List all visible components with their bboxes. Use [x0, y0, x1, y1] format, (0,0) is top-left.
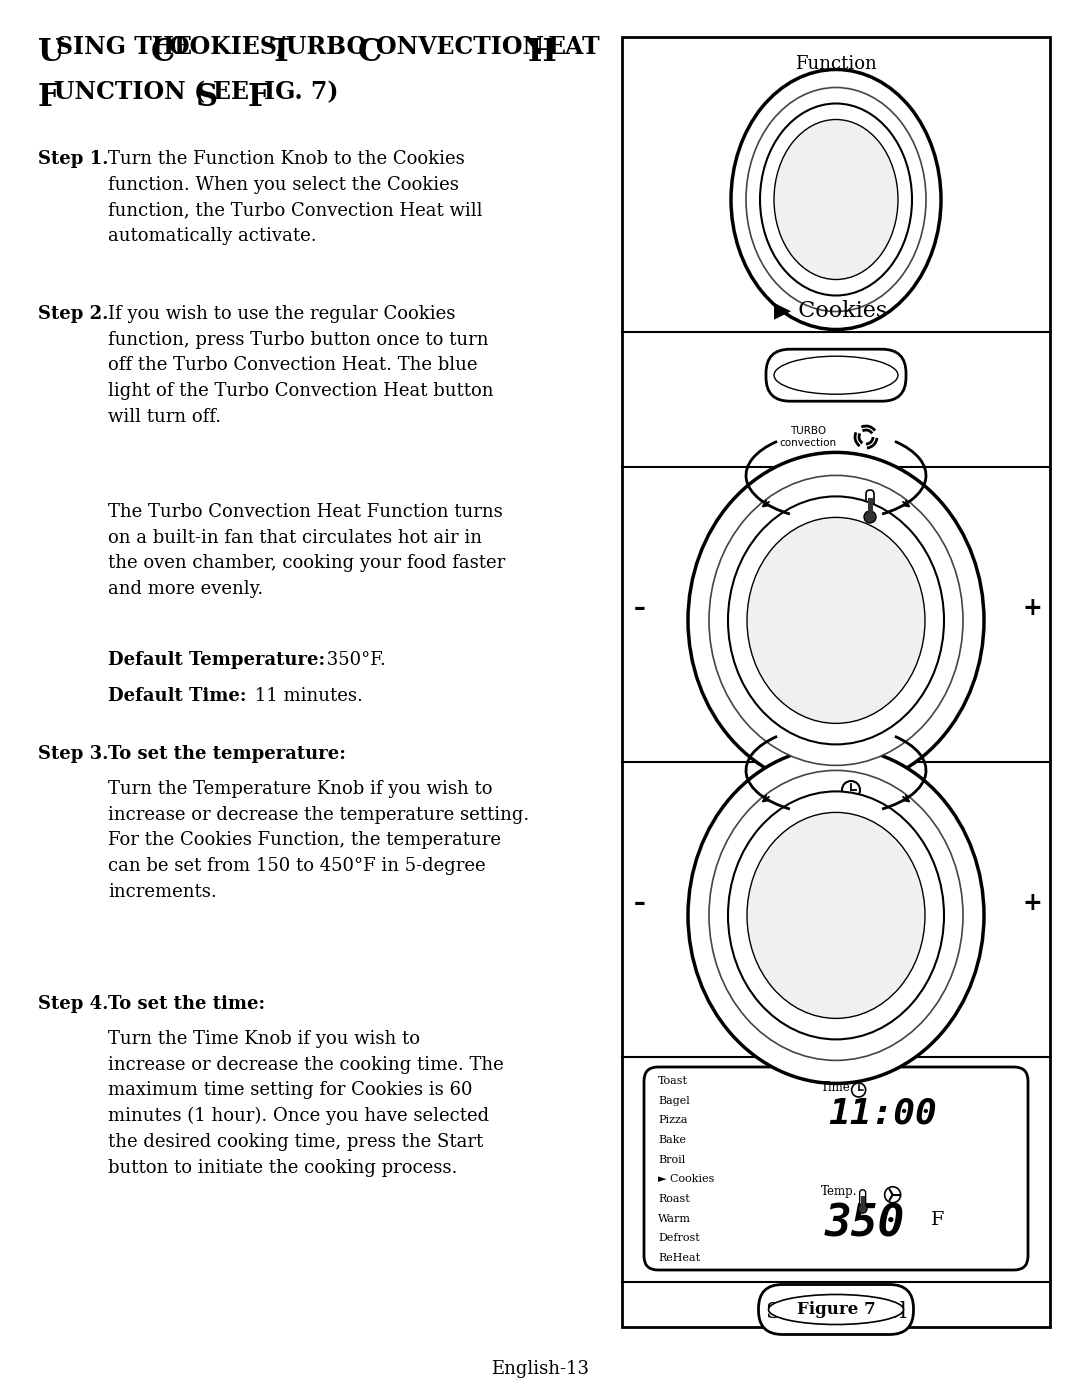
- Ellipse shape: [688, 747, 984, 1084]
- Text: C: C: [151, 36, 175, 68]
- Text: TURBO
convection: TURBO convection: [780, 426, 837, 448]
- Text: IG. 7): IG. 7): [264, 80, 338, 103]
- Text: Turn the Temperature Knob if you wish to
increase or decrease the temperature se: Turn the Temperature Knob if you wish to…: [108, 780, 529, 901]
- Text: F: F: [248, 82, 270, 113]
- Text: UNCTION (: UNCTION (: [54, 80, 205, 103]
- Text: Step 1.: Step 1.: [38, 149, 108, 168]
- Circle shape: [885, 1186, 901, 1203]
- Text: Default Time:: Default Time:: [108, 687, 246, 705]
- Text: ► Cookies: ► Cookies: [658, 1175, 714, 1185]
- Text: Toast: Toast: [658, 1076, 688, 1085]
- Ellipse shape: [769, 1295, 904, 1324]
- Text: 350°F.: 350°F.: [321, 651, 386, 669]
- Circle shape: [852, 1083, 866, 1097]
- FancyBboxPatch shape: [860, 1190, 866, 1206]
- Circle shape: [842, 781, 860, 799]
- Text: +: +: [1022, 891, 1042, 915]
- Circle shape: [859, 1204, 867, 1213]
- Text: Function: Function: [795, 54, 877, 73]
- Text: 350: 350: [825, 1203, 905, 1246]
- Text: Temp.: Temp.: [802, 485, 850, 499]
- Text: Warm: Warm: [658, 1214, 691, 1224]
- Ellipse shape: [708, 475, 963, 766]
- Text: Turn the Time Knob if you wish to
increase or decrease the cooking time. The
max: Turn the Time Knob if you wish to increa…: [108, 1030, 503, 1176]
- Text: English-13: English-13: [491, 1361, 589, 1377]
- Ellipse shape: [774, 120, 897, 279]
- Text: Broil: Broil: [658, 1155, 685, 1165]
- Text: Roast: Roast: [658, 1194, 690, 1204]
- FancyBboxPatch shape: [758, 1284, 914, 1334]
- Text: Temp.: Temp.: [821, 1185, 858, 1197]
- Text: T: T: [270, 36, 293, 68]
- Text: Step 4.: Step 4.: [38, 995, 108, 1013]
- Ellipse shape: [728, 496, 944, 745]
- Circle shape: [864, 511, 876, 522]
- Text: Turn the Function Knob to the Cookies
function. When you select the Cookies
func: Turn the Function Knob to the Cookies fu…: [108, 149, 483, 244]
- Text: Time: Time: [794, 780, 828, 793]
- Text: To set the time:: To set the time:: [108, 995, 265, 1013]
- FancyBboxPatch shape: [766, 349, 906, 401]
- Text: Pizza: Pizza: [658, 1115, 688, 1126]
- Ellipse shape: [688, 453, 984, 788]
- Text: –: –: [634, 891, 646, 915]
- Text: Start/Cancel: Start/Cancel: [765, 1301, 907, 1322]
- Text: URBO: URBO: [286, 35, 376, 59]
- Ellipse shape: [747, 517, 924, 724]
- Text: +: +: [1022, 597, 1042, 620]
- Text: 11 minutes.: 11 minutes.: [249, 687, 363, 705]
- Ellipse shape: [746, 88, 926, 312]
- Ellipse shape: [774, 356, 897, 394]
- Bar: [622, 36, 1050, 1327]
- Text: Step 2.: Step 2.: [38, 305, 108, 323]
- Text: Time: Time: [821, 1081, 850, 1094]
- Text: If you wish to use the regular Cookies
function, press Turbo button once to turn: If you wish to use the regular Cookies f…: [108, 305, 494, 426]
- Text: H: H: [528, 36, 557, 68]
- Ellipse shape: [760, 103, 912, 296]
- Ellipse shape: [708, 770, 963, 1060]
- FancyBboxPatch shape: [644, 1067, 1028, 1270]
- Ellipse shape: [731, 70, 941, 330]
- FancyBboxPatch shape: [866, 490, 874, 511]
- Text: ▶ Cookies: ▶ Cookies: [774, 299, 888, 321]
- Text: S: S: [195, 82, 218, 113]
- Text: Defrost: Defrost: [658, 1234, 700, 1243]
- Ellipse shape: [728, 791, 944, 1039]
- Text: U: U: [38, 36, 65, 68]
- Bar: [867, 497, 873, 511]
- Text: The Turbo Convection Heat Function turns
on a built-in fan that circulates hot a: The Turbo Convection Heat Function turns…: [108, 503, 505, 598]
- Text: Default Temperature:: Default Temperature:: [108, 651, 325, 669]
- Text: EE: EE: [213, 80, 257, 103]
- Text: Figure 7: Figure 7: [797, 1301, 875, 1317]
- Text: Step 3.: Step 3.: [38, 745, 108, 763]
- Text: Bagel: Bagel: [658, 1095, 690, 1105]
- Text: C: C: [357, 36, 382, 68]
- Text: EAT: EAT: [548, 35, 600, 59]
- Text: 11:00: 11:00: [828, 1097, 937, 1130]
- Text: ReHeat: ReHeat: [658, 1253, 700, 1263]
- Text: F: F: [38, 82, 59, 113]
- Text: F: F: [931, 1211, 944, 1229]
- Text: –: –: [634, 597, 646, 620]
- Ellipse shape: [747, 813, 924, 1018]
- Text: To set the temperature:: To set the temperature:: [108, 745, 346, 763]
- Text: OOKIES/: OOKIES/: [168, 35, 285, 59]
- Text: ONVECTION: ONVECTION: [376, 35, 552, 59]
- Text: Bake: Bake: [658, 1134, 686, 1146]
- Text: SING THE: SING THE: [56, 35, 201, 59]
- Bar: [861, 1196, 865, 1206]
